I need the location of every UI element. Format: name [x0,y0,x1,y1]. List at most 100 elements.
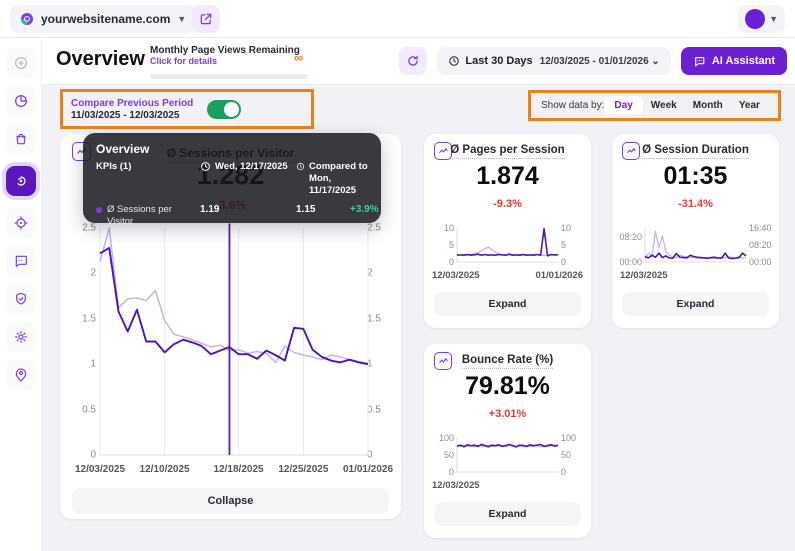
external-link-icon [200,13,212,25]
range-preset: Last 30 Days [448,55,533,67]
site-selector[interactable]: yourwebsitename.com ▼ [10,5,197,33]
expand-button[interactable]: Expand [434,502,581,526]
tooltip-previous-value: 1.15 [296,203,316,215]
expand-button[interactable]: Expand [622,292,769,316]
granularity-label: Show data by: [541,100,605,111]
open-site-button[interactable] [192,5,220,33]
granularity-day[interactable]: Day [604,96,643,115]
person-pin-icon [15,368,26,382]
ai-chat-icon [694,56,705,66]
sidebar-item-analytics[interactable] [5,86,36,116]
kpi-chart-icon [434,142,452,160]
target-icon [13,216,28,230]
compare-toggle[interactable] [207,99,242,119]
y-axis-left: 2.5 2 1.5 1 0.5 0 [82,222,96,461]
session-duration-card: Ø Session Duration 01:35 -31.4% 08:20 00:… [612,134,779,328]
header-controls: Last 30 Days 12/03/2025 - 01/01/2026 ⌄ A… [399,47,787,75]
expand-button[interactable]: Expand [434,292,581,316]
x-axis-labels: 12/03/2025 12/10/2025 12/18/2025 12/25/2025… [74,464,394,475]
y-axis-right: 2.5 2 1.5 1 0.5 0 [367,222,381,461]
pages-per-session-chart[interactable] [457,228,558,262]
y-axis-right: 100 50 0 [561,433,577,477]
granularity-year[interactable]: Year [738,100,760,111]
clock-icon [449,56,460,66]
clock-icon [201,162,210,171]
refresh-icon [408,55,419,66]
y-axis-right: 16:40 08:20 00:00 [749,223,772,267]
range-dates: 12/03/2025 - 01/01/2026 ⌄ [539,55,660,67]
y-axis-left: 08:20 00:00 [619,231,642,268]
pages-per-session-card: Ø Pages per Session 1.874 -9.3% 10 5 0 10 5… [424,134,591,328]
ai-assistant-button[interactable]: AI Assistant [680,47,787,75]
sidebar-collapse-icon [14,57,27,69]
clock-icon [296,162,305,171]
card-title: Ø Pages per Session [424,144,591,159]
top-bar: yourwebsitename.com ▼ ▼ [0,0,795,38]
granularity-box: Show data by: Day Week Month Year [528,90,781,121]
sessions-per-visitor-chart[interactable] [100,228,368,455]
compare-range: 11/03/2025 - 12/03/2025 [71,109,180,121]
quota-progress-bar [150,74,308,79]
series-dot [96,206,102,213]
session-duration-chart[interactable] [645,228,746,262]
sidebar-item-goals[interactable] [5,208,36,238]
tooltip-current-date: Wed, 12/17/2025 [200,161,296,173]
chart-tooltip: Overview KPIs (1) Wed, 12/17/2025 Compar… [83,133,381,227]
kpi-chart-icon [434,352,452,370]
ai-assistant-label: AI Assistant [711,55,775,67]
chat-icon [15,255,27,267]
tooltip-compared-date: Compared to Mon, 11/17/2025 [296,161,368,197]
content-area: Compare Previous Period 11/03/2025 - 12/… [42,85,795,551]
toggle-knob [224,101,240,117]
bounce-rate-chart[interactable] [457,438,558,472]
x-axis-labels: 12/03/2025 01/01/2026 [432,270,583,281]
quota-widget: Monthly Page Views Remaining Click for d… [150,45,310,66]
granularity-week[interactable]: Week [650,100,677,111]
granularity-month[interactable]: Month [692,100,723,111]
tooltip-current-value: 1.19 [200,203,220,215]
tooltip-kpi-name: Ø Sessions per Visitor [96,204,200,229]
site-favicon-icon [21,13,33,25]
tooltip-header-row: KPIs (1) Wed, 12/17/2025 Compared to Mon,… [96,161,368,197]
card-value: 79.81% [465,372,550,400]
card-title: Ø Session Duration [612,144,779,159]
site-name: yourwebsitename.com [41,12,171,26]
collapse-button[interactable]: Collapse [72,488,389,514]
page-title: Overview [56,48,145,70]
sidebar-item-feedback[interactable] [5,246,36,276]
shopping-bag-icon [15,133,26,145]
quota-details-link[interactable]: Click for details [150,56,218,66]
tooltip-kpi-row: Ø Sessions per Visitor 1.19 1.15 +3.9% [96,203,379,229]
user-menu[interactable]: ▼ [738,5,785,33]
tooltip-kpis-count: KPIs (1) [96,161,132,172]
card-change: +3.01% [488,408,527,420]
sidebar-item-store[interactable] [5,124,36,154]
page-header: Overview Monthly Page Views Remaining Cl… [42,38,795,85]
sidebar-item-insights-active[interactable] [5,166,36,196]
date-range-picker[interactable]: Last 30 Days 12/03/2025 - 01/01/2026 ⌄ [437,47,671,75]
tooltip-change-value: +3.9% [350,203,379,215]
compare-label: Compare Previous Period [71,97,194,109]
avatar [745,9,766,29]
sidebar-item-account[interactable] [5,360,36,390]
y-axis-left: 10 5 0 [443,223,454,267]
card-value: 1.874 [476,162,539,190]
settings-gear-icon [14,331,27,343]
sidebar-item-settings[interactable] [5,322,36,352]
chevron-down-icon: ▼ [769,14,778,24]
sidebar-item-privacy[interactable] [5,284,36,314]
chevron-down-icon: ▼ [177,14,187,24]
pie-chart-icon [14,95,27,107]
compare-texts: Compare Previous Period 11/03/2025 - 12/… [71,98,193,121]
sidebar-item-collapse[interactable] [5,48,36,78]
compare-previous-period-box: Compare Previous Period 11/03/2025 - 12/… [60,89,314,129]
card-change: -31.4% [678,198,713,210]
tooltip-title: Overview [96,142,150,156]
y-axis-right: 10 5 0 [561,223,572,267]
quota-title: Monthly Page Views Remaining [150,45,300,56]
card-value: 01:35 [663,162,728,190]
card-title: Bounce Rate (%) [424,354,591,369]
refresh-button[interactable] [399,47,428,75]
quota-remaining-value: ∞ [294,50,304,65]
